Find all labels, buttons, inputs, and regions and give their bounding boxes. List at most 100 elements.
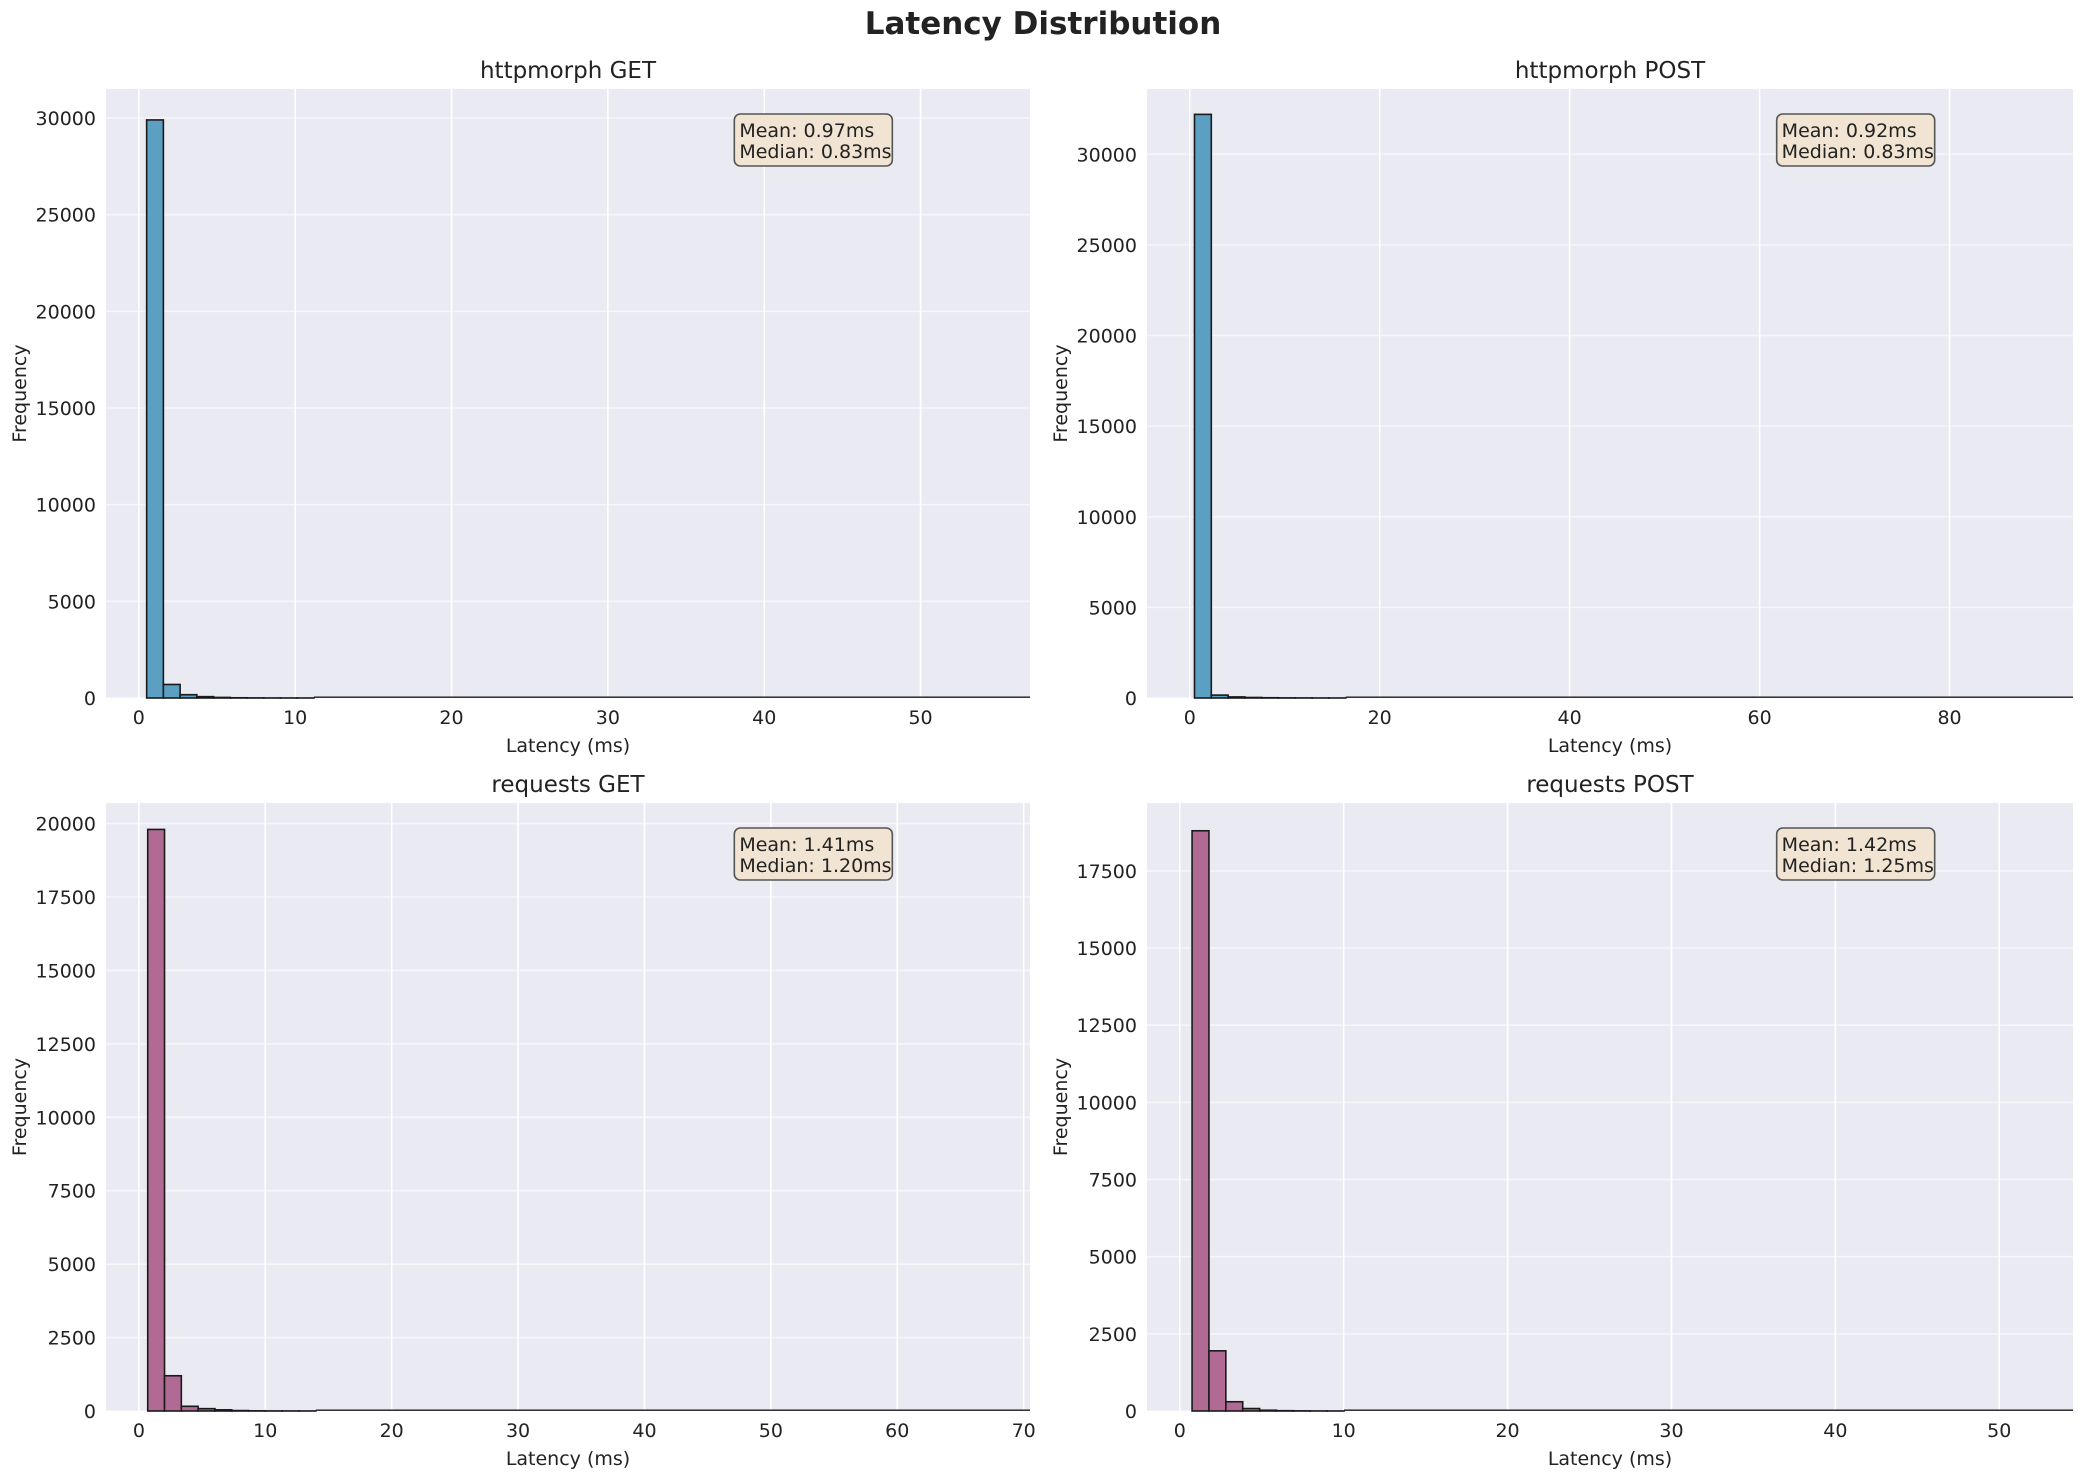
histogram-bar (1244, 696, 1263, 699)
x-tick-label: 20 (1495, 1420, 1519, 1442)
panel-title: requests POST (1526, 772, 1694, 798)
x-tick-label: 70 (1012, 1420, 1036, 1442)
x-axis-label: Latency (ms) (1548, 735, 1672, 757)
histogram-bar (197, 1407, 216, 1412)
histogram-bar (1208, 1350, 1227, 1412)
x-tick-label: 0 (133, 1420, 145, 1442)
y-tick-label: 20000 (36, 301, 96, 323)
histogram-bar (212, 696, 232, 699)
stats-mean: Mean: 1.42ms (1782, 834, 1917, 856)
histogram-panel-4: 0 10 20 30 40 50 0 2500 5000 7500 10000 12500 15000 1… (1050, 772, 2073, 1470)
x-tick-label: 30 (1659, 1420, 1683, 1442)
x-tick-label: 10 (1332, 1420, 1356, 1442)
y-tick-label: 15000 (36, 398, 96, 420)
histogram-panel-2: 0 20 40 60 80 0 5000 10000 15000 20000 25000 30000 h… (1050, 58, 2073, 757)
y-tick-label: 15000 (36, 960, 96, 982)
y-tick-label: 30000 (36, 108, 96, 130)
y-tick-label: 30000 (1077, 144, 1137, 166)
y-tick-label: 10000 (36, 495, 96, 517)
y-tick-label: 12500 (1077, 1015, 1137, 1037)
histogram-bar (180, 1405, 199, 1412)
plot-area (106, 803, 1030, 1411)
stats-box (1775, 827, 1936, 881)
histogram-bar (162, 683, 181, 699)
figure-suptitle: Latency Distribution (864, 6, 1222, 42)
y-tick-label: 7500 (48, 1181, 96, 1203)
histogram-bar (145, 119, 165, 699)
x-tick-label: 50 (908, 707, 932, 729)
x-tick-label: 50 (759, 1420, 783, 1442)
y-tick-label: 15000 (1077, 416, 1137, 438)
panel-title: httpmorph POST (1515, 58, 1706, 84)
stats-box (1775, 113, 1936, 167)
x-tick-label: 0 (1184, 707, 1196, 729)
panel-title: requests GET (491, 772, 645, 798)
histogram-bar (179, 693, 198, 699)
y-tick-label: 0 (1125, 688, 1137, 710)
histogram-bar (1227, 696, 1246, 699)
histogram-bar (146, 828, 166, 1412)
x-tick-label: 50 (1987, 1420, 2011, 1442)
y-tick-label: 10000 (1077, 507, 1137, 529)
x-tick-label: 20 (1368, 707, 1392, 729)
y-tick-label: 5000 (48, 591, 96, 613)
stats-median: Median: 0.83ms (1782, 141, 1934, 163)
y-tick-label: 5000 (1089, 597, 1137, 619)
x-axis-label: Latency (ms) (506, 735, 630, 757)
x-tick-label: 40 (752, 707, 776, 729)
x-tick-label: 40 (632, 1420, 656, 1442)
histogram-bar (196, 695, 215, 699)
histogram-bar (1193, 113, 1213, 699)
histogram-bar (1241, 1407, 1261, 1412)
stats-median: Median: 1.25ms (1782, 855, 1934, 877)
histogram-bar (163, 1374, 183, 1412)
x-tick-label: 20 (380, 1420, 404, 1442)
y-tick-label: 25000 (36, 205, 96, 227)
histogram-bar (1225, 1400, 1244, 1412)
x-tick-label: 0 (1174, 1420, 1186, 1442)
y-tick-label: 17500 (1077, 861, 1137, 883)
y-tick-label: 5000 (48, 1254, 96, 1276)
x-axis-label: Latency (ms) (506, 1448, 630, 1470)
stats-mean: Mean: 1.41ms (739, 834, 874, 856)
stats-mean: Mean: 0.97ms (739, 120, 874, 142)
x-tick-label: 80 (1937, 707, 1961, 729)
histogram-bar (1258, 1409, 1278, 1412)
x-tick-label: 40 (1823, 1420, 1847, 1442)
y-tick-label: 25000 (1077, 235, 1137, 257)
x-tick-label: 40 (1558, 707, 1582, 729)
plot-area (106, 89, 1030, 698)
y-axis-label: Frequency (9, 1058, 31, 1156)
x-tick-label: 10 (283, 707, 307, 729)
y-tick-label: 15000 (1077, 938, 1137, 960)
x-tick-label: 60 (885, 1420, 909, 1442)
histogram-bar (1210, 694, 1229, 699)
y-tick-label: 2500 (48, 1328, 96, 1350)
histogram-bar (214, 1409, 233, 1412)
stats-mean: Mean: 0.92ms (1782, 120, 1917, 142)
x-tick-label: 10 (253, 1420, 277, 1442)
y-tick-label: 20000 (1077, 326, 1137, 348)
y-tick-label: 12500 (36, 1034, 96, 1056)
histogram-bar (1191, 829, 1210, 1412)
panel-title: httpmorph GET (480, 58, 657, 84)
y-tick-label: 20000 (36, 814, 96, 836)
plot-area (1147, 803, 2073, 1411)
y-tick-label: 10000 (1077, 1092, 1137, 1114)
y-tick-label: 5000 (1089, 1247, 1137, 1269)
stats-median: Median: 1.20ms (739, 855, 891, 877)
y-tick-label: 7500 (1089, 1170, 1137, 1192)
y-axis-label: Frequency (9, 344, 31, 442)
plot-area (1147, 89, 2073, 698)
histogram-panel-1: 0 10 20 30 40 50 0 5000 10000 15000 20000 25000 3000… (9, 58, 1030, 757)
y-tick-label: 0 (84, 1401, 96, 1423)
histogram-panel-3: 0 10 20 30 40 50 60 70 0 2500 5000 7500 10000 12500 15… (9, 772, 1036, 1470)
x-tick-label: 30 (506, 1420, 530, 1442)
stats-median: Median: 0.83ms (739, 141, 891, 163)
x-tick-label: 20 (439, 707, 463, 729)
y-tick-label: 17500 (36, 887, 96, 909)
y-axis-label: Frequency (1050, 344, 1072, 442)
y-axis-label: Frequency (1050, 1058, 1072, 1156)
y-tick-label: 10000 (36, 1107, 96, 1129)
